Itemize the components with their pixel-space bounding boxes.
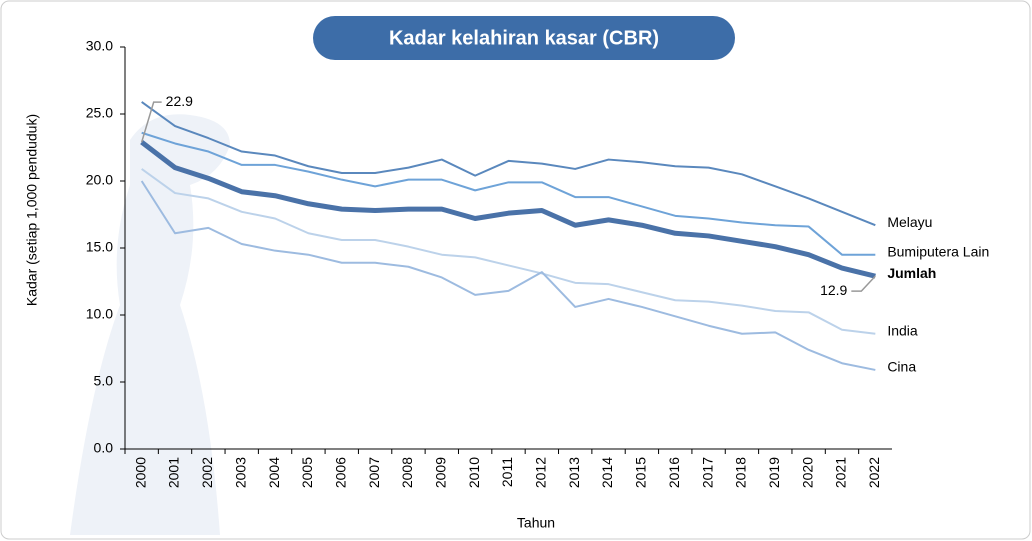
x-tick-label: 2001: [166, 457, 182, 488]
label-leader: [140, 101, 162, 143]
x-tick-label: 2017: [699, 457, 715, 488]
x-tick-label: 2014: [599, 457, 615, 488]
title-box: [313, 16, 735, 60]
y-tick-label: 30.0: [86, 38, 113, 54]
background-silhouette: [70, 114, 230, 536]
x-tick-label: 2010: [466, 457, 482, 488]
data-label: 22.9: [166, 93, 193, 109]
series-line: [140, 140, 876, 279]
series-line: [141, 168, 876, 335]
x-tick-label: 2022: [866, 457, 882, 488]
x-tick-label: 2002: [199, 457, 215, 488]
x-tick-label: 2009: [433, 457, 449, 488]
series-line: [140, 180, 876, 371]
x-tick-label: 2003: [232, 457, 248, 488]
x-tick-label: 2018: [733, 457, 749, 488]
x-tick-label: 2006: [332, 457, 348, 488]
legend-label: Melayu: [887, 214, 932, 230]
x-tick-label: 2012: [533, 457, 549, 488]
y-tick-label: 25.0: [86, 105, 113, 121]
legend-label: Cina: [887, 359, 916, 375]
legend-label: Bumiputera Lain: [887, 243, 989, 259]
x-tick-label: 2015: [633, 457, 649, 488]
x-tick-label: 2011: [499, 457, 515, 487]
data-label: 12.9: [820, 282, 847, 298]
x-tick-label: 2020: [799, 457, 815, 488]
y-tick-label: 5.0: [94, 373, 114, 389]
y-tick-label: 10.0: [86, 306, 113, 322]
legend-label: Jumlah: [887, 265, 936, 281]
y-tick-label: 0.0: [94, 440, 114, 456]
x-tick-label: 2019: [766, 457, 782, 488]
y-tick-label: 20.0: [86, 172, 113, 188]
y-axis-label: Kadar (setiap 1,000 penduduk): [24, 114, 40, 306]
x-tick-label: 2016: [666, 457, 682, 488]
x-tick-label: 2000: [132, 457, 148, 488]
x-axis-label: Tahun: [517, 515, 555, 531]
x-tick-label: 2005: [299, 457, 315, 488]
label-leader: [851, 275, 876, 292]
x-tick-label: 2013: [566, 457, 582, 488]
x-tick-label: 2021: [833, 457, 849, 488]
series-line: [141, 131, 876, 256]
x-tick-label: 2004: [266, 457, 282, 488]
chart-title: Kadar kelahiran kasar (CBR): [389, 27, 659, 49]
series-line: [141, 101, 876, 227]
y-tick-label: 15.0: [86, 239, 113, 255]
legend-label: India: [887, 322, 918, 338]
x-tick-label: 2007: [366, 457, 382, 488]
x-tick-label: 2008: [399, 457, 415, 488]
